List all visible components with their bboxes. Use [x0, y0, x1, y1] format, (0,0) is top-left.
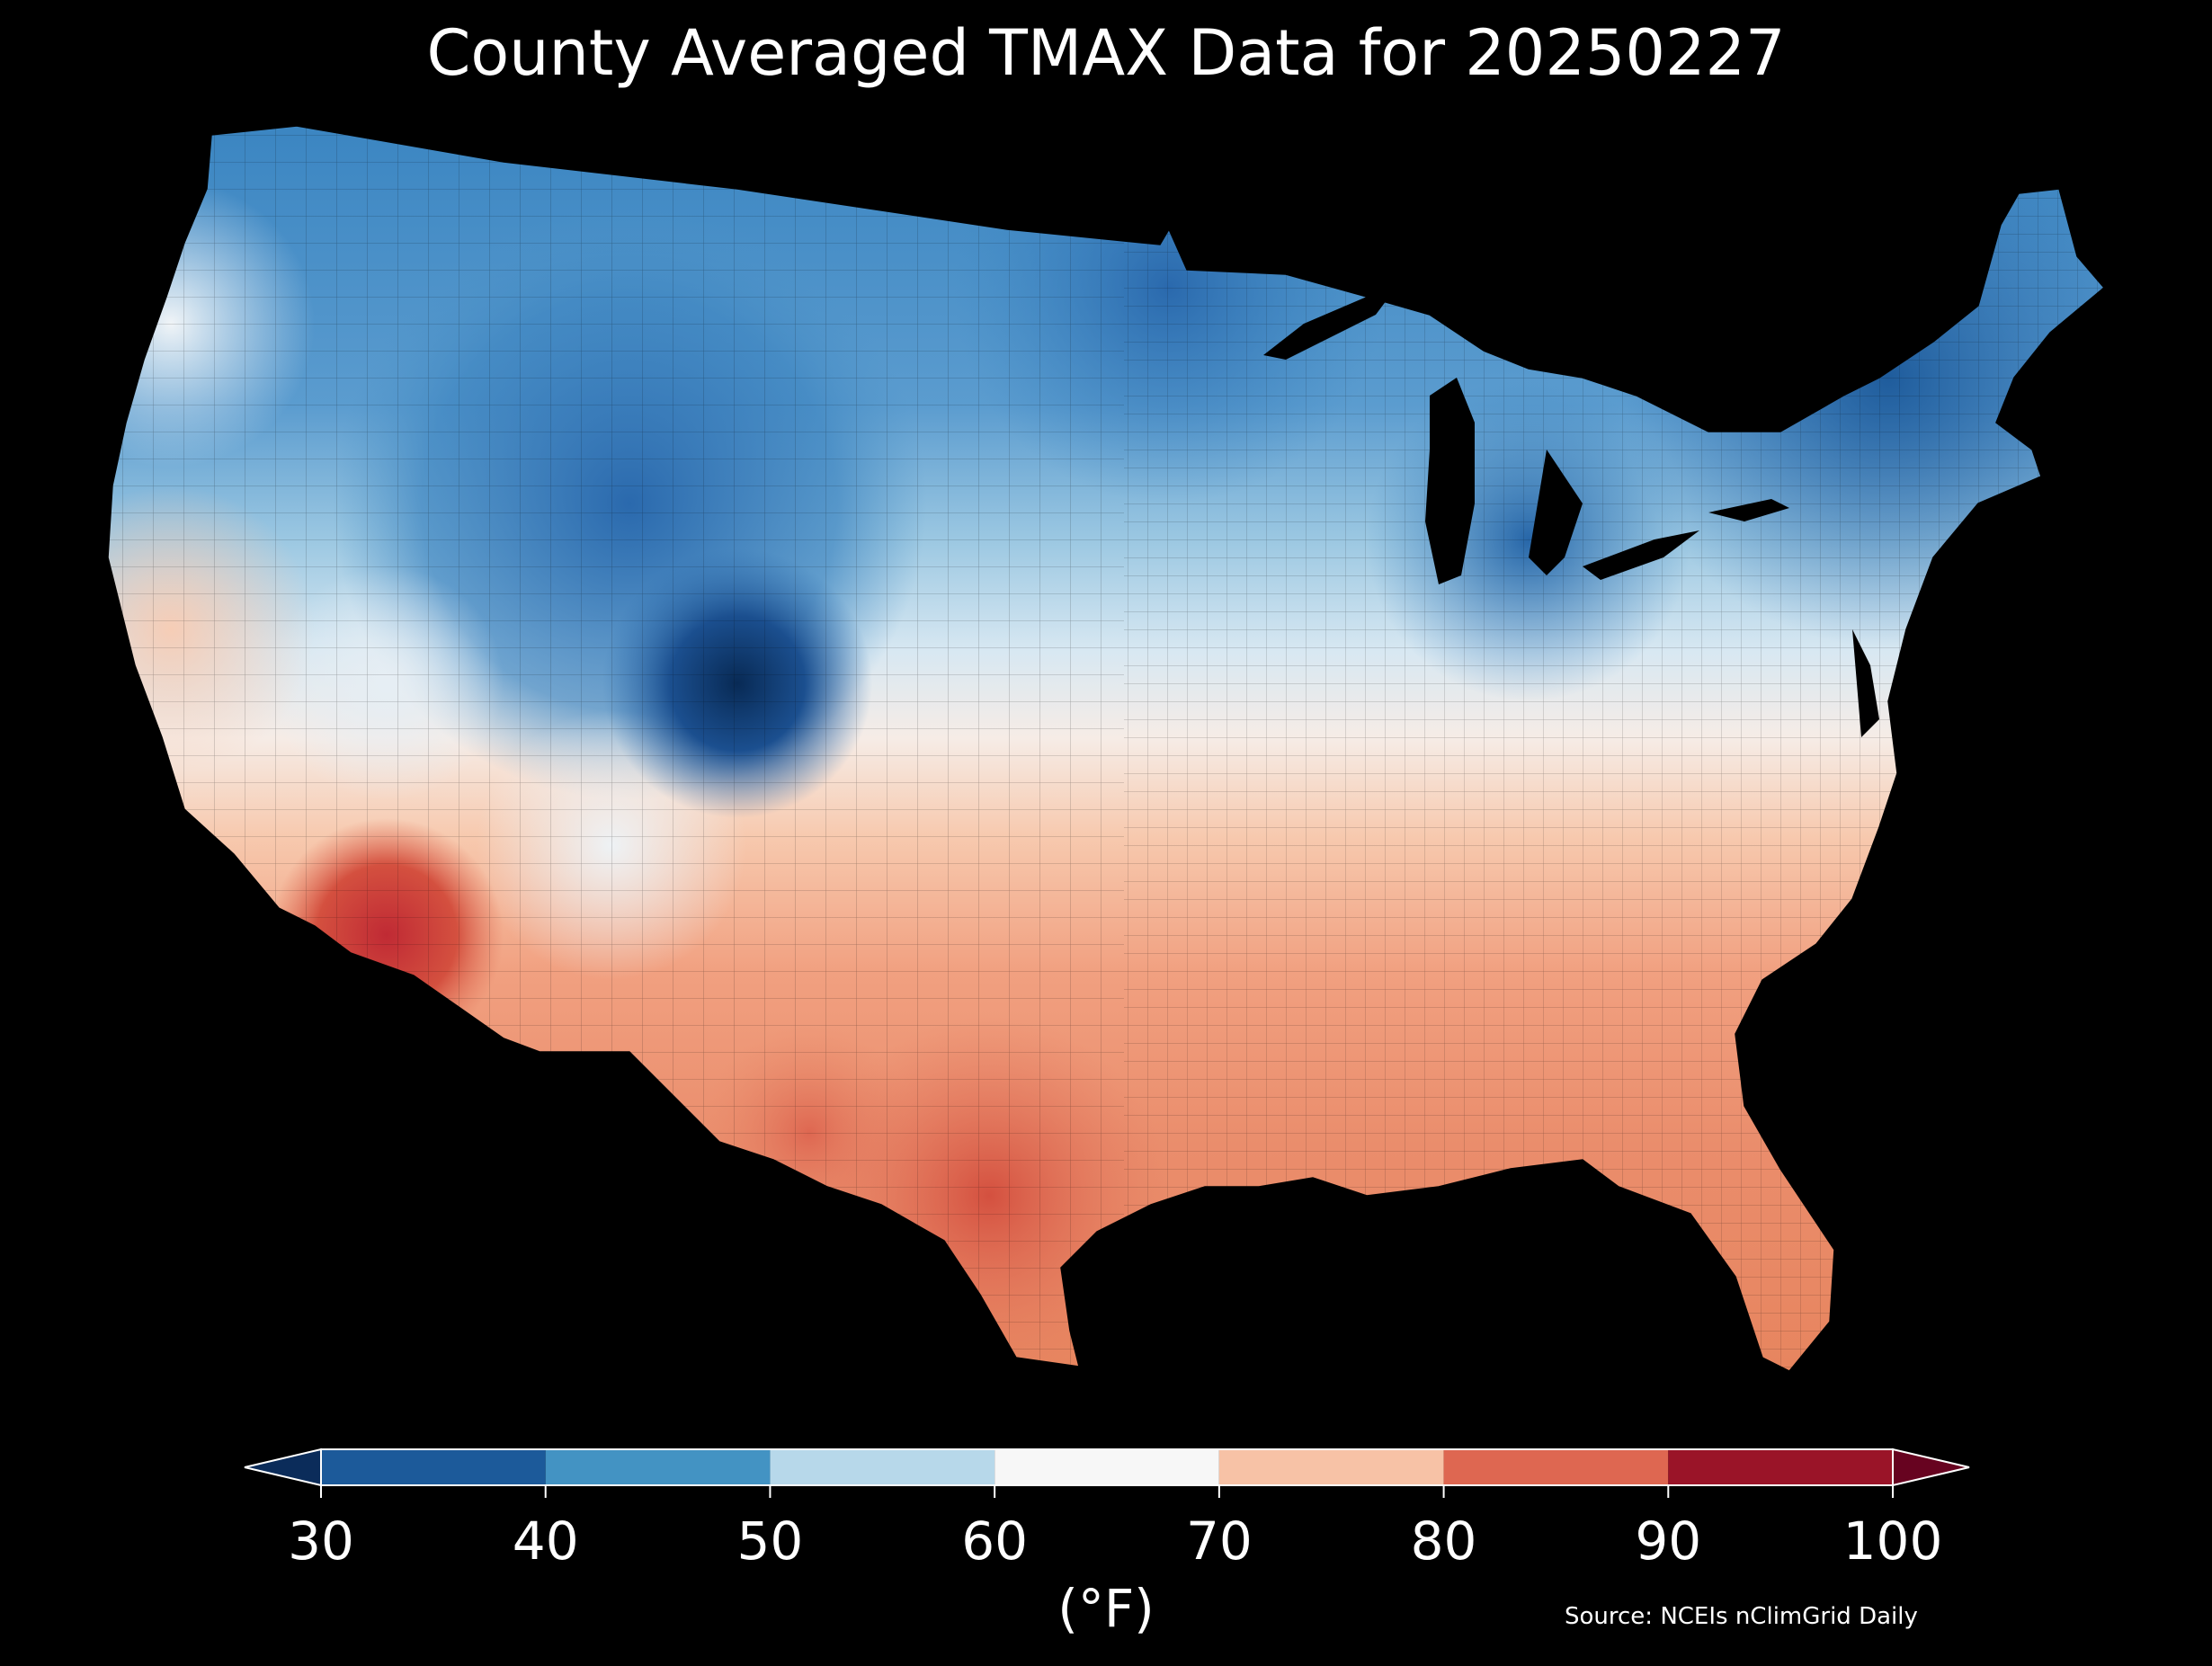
colorbar-tick-label: 40	[512, 1510, 579, 1572]
map-title: County Averaged TMAX Data for 20250227	[426, 16, 1786, 90]
colorbar-tick-label: 30	[288, 1510, 354, 1572]
colorbar-tick-label: 100	[1842, 1510, 1943, 1572]
colorbar-tick-label: 50	[736, 1510, 804, 1572]
lake-ontario	[1708, 499, 1789, 521]
lake-huron	[1529, 450, 1583, 575]
lake-michigan	[1425, 378, 1475, 584]
chesapeake-bay	[1852, 629, 1879, 737]
lake-superior	[1263, 279, 1403, 360]
colorbar-tick-label: 90	[1635, 1510, 1702, 1572]
source-note: Source: NCEIs nClimGrid Daily	[1565, 1603, 1918, 1630]
county-fill-layer	[108, 126, 2104, 1371]
lake-erie	[1583, 530, 1699, 580]
colorbar-units: (°F)	[1057, 1578, 1155, 1639]
colorbar-tick-label: 80	[1410, 1510, 1477, 1572]
colorbar-tick-label: 70	[1185, 1510, 1253, 1572]
colorbar-tick-label: 60	[961, 1510, 1029, 1572]
